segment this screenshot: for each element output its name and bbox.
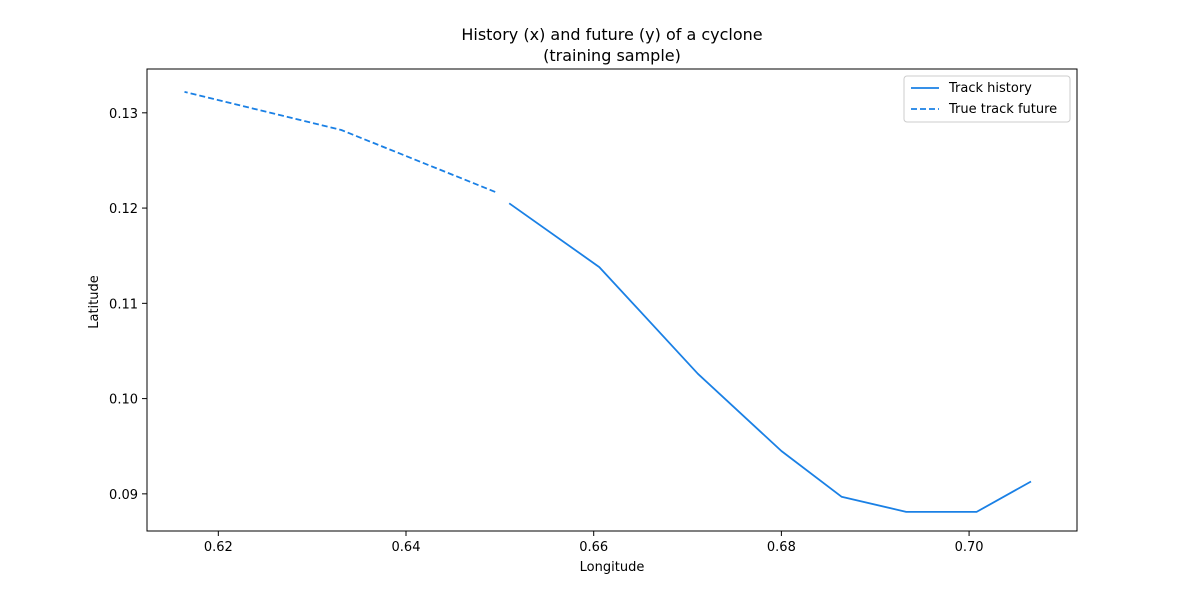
- y-axis-label: Latitude: [87, 275, 102, 329]
- plot-lines: [184, 91, 1032, 513]
- legend: Track history True track future: [903, 75, 1071, 123]
- plot-frame: [146, 68, 1078, 532]
- legend-box: [903, 75, 1071, 123]
- x-tick-label: 0.62: [204, 540, 233, 555]
- legend-label-track-history: Track history: [948, 81, 1032, 96]
- x-tick-label: 0.64: [392, 540, 421, 555]
- x-tick-label: 0.68: [767, 540, 796, 555]
- chart-subtitle: (training sample): [543, 46, 681, 65]
- y-tick-label: 0.09: [109, 488, 138, 503]
- y-tick-label: 0.13: [109, 107, 138, 122]
- series-line-1: [184, 91, 496, 193]
- y-tick-label: 0.11: [109, 297, 138, 312]
- chart-title: History (x) and future (y) of a cyclone: [461, 25, 762, 44]
- y-axis: 0.09 0.10 0.11 0.12 0.13: [109, 107, 147, 503]
- y-tick-label: 0.12: [109, 202, 138, 217]
- x-tick-label: 0.70: [955, 540, 984, 555]
- x-axis: 0.62 0.64 0.66 0.68 0.70: [204, 531, 984, 555]
- legend-label-true-track-future: True track future: [948, 102, 1057, 117]
- x-axis-label: Longitude: [580, 560, 645, 575]
- y-tick-label: 0.10: [109, 393, 138, 408]
- series-line-0: [508, 202, 1032, 513]
- x-tick-label: 0.66: [579, 540, 608, 555]
